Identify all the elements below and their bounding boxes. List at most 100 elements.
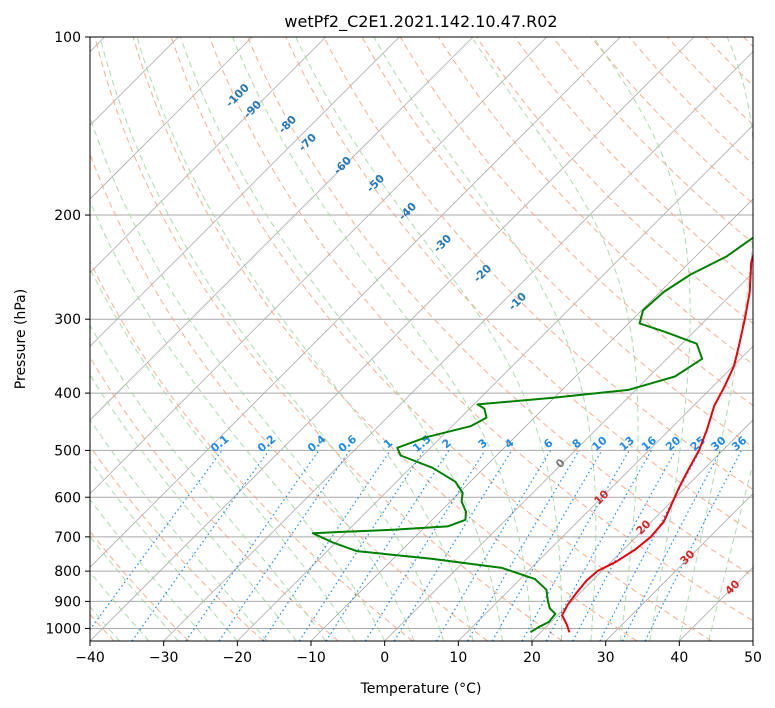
moist-adiabat: [708, 462, 753, 641]
isotherm-line: [90, 37, 400, 347]
y-tick-label: 800: [54, 564, 81, 580]
dry-adiabat-label: -10: [506, 290, 529, 313]
moist-adiabat: [100, 41, 445, 641]
x-tick-label: 0: [380, 650, 389, 666]
x-tick-label: −10: [296, 650, 326, 666]
moist-adiabat: [232, 37, 533, 641]
isotherm-line: [752, 640, 753, 641]
x-tick-label: −30: [149, 650, 179, 666]
isotherm-line: [384, 272, 753, 641]
dry-adiabat: [170, 37, 712, 641]
y-tick-label: 500: [54, 443, 81, 459]
mixing-ratio-line: [364, 450, 486, 641]
mixing-ratio-line: [599, 450, 701, 641]
dry-adiabat-label: -60: [331, 154, 354, 177]
mixing-ratio-line: [185, 450, 320, 641]
dry-adiabat: [437, 37, 753, 365]
temperature-profile-line: [561, 252, 753, 633]
dry-adiabat: [90, 152, 488, 641]
y-tick-label: 1000: [45, 621, 81, 637]
moist-adiabat: [592, 37, 691, 641]
y-tick-label: 100: [54, 30, 81, 46]
isotherm-line: [531, 419, 753, 641]
mixing-ratio-label: 0.1: [208, 432, 231, 454]
isotherm-line: [90, 37, 326, 274]
moist-adiabat: [90, 373, 297, 641]
isotherm-line: [605, 493, 753, 641]
dry-adiabat: [361, 37, 753, 448]
x-tick-label: 20: [523, 650, 541, 666]
moist-adiabat: [90, 115, 415, 641]
dry-adiabat: [399, 37, 753, 407]
isotherm-line: [90, 37, 547, 495]
dry-adiabat: [94, 37, 563, 641]
mixing-ratio-label: 0.6: [336, 432, 360, 455]
y-tick-label: 900: [54, 594, 81, 610]
dry-adiabat: [247, 37, 753, 577]
isotherm-line: [90, 37, 621, 568]
dry-adiabat: [476, 37, 753, 325]
moist-adiabat: [90, 459, 238, 641]
dry-adiabat-label: -70: [296, 131, 319, 154]
dry-adiabat-label: -50: [364, 172, 387, 195]
y-tick-label: 200: [54, 208, 81, 224]
mixing-ratio-line: [325, 450, 450, 641]
mixing-ratio-line: [218, 450, 351, 641]
isotherm-line: [163, 51, 753, 641]
moist-adiabat: [90, 498, 209, 641]
x-tick-label: −40: [75, 650, 105, 666]
dry-adiabat-label: -40: [396, 200, 419, 223]
isotherm-line: [90, 37, 253, 200]
mixing-ratio-line: [298, 450, 425, 641]
mixing-ratio-line: [393, 450, 513, 641]
x-axis-label: Temperature (°C): [360, 681, 482, 697]
isotherm-line: [458, 345, 753, 641]
dry-adiabat: [552, 37, 753, 244]
dry-adiabat: [323, 37, 753, 491]
x-tick-label: 10: [449, 650, 467, 666]
dry-adiabat: [90, 445, 264, 641]
x-tick-label: 40: [670, 650, 688, 666]
mixing-ratio-line: [262, 450, 391, 641]
isotherm-line: [90, 37, 474, 421]
mixing-ratio-line: [545, 450, 652, 641]
dry-adiabat: [590, 37, 753, 205]
moist-adiabat-label: 30: [678, 547, 698, 567]
y-tick-label: 600: [54, 490, 81, 506]
plot-frame: [89, 36, 754, 642]
mixing-ratio-label: 8: [570, 436, 584, 451]
y-tick-label: 700: [54, 530, 81, 546]
dry-adiabat: [132, 37, 638, 641]
isotherm-line: [90, 37, 695, 641]
dry-adiabat: [90, 260, 414, 641]
moist-adiabat: [90, 200, 386, 641]
y-tick-label: 300: [54, 312, 81, 328]
moist-adiabat: [471, 37, 639, 641]
x-tick-label: 30: [597, 650, 615, 666]
moist-adiabat: [373, 37, 597, 641]
y-tick-label: 400: [54, 386, 81, 402]
dry-adiabat: [743, 37, 753, 48]
moist-adiabat: [90, 535, 179, 641]
moist-adiabat: [90, 267, 356, 641]
x-tick-label: −20: [223, 650, 253, 666]
mixing-ratio-line: [131, 450, 270, 641]
dry-adiabat-label: -80: [276, 113, 299, 136]
y-axis-label: Pressure (hPa): [13, 289, 29, 389]
mixing-ratio-label: 2: [440, 436, 454, 451]
moist-adiabat: [90, 324, 327, 641]
moist-adiabat: [295, 37, 563, 641]
mixing-ratio-line: [466, 450, 580, 641]
mixing-ratio-line: [644, 450, 743, 641]
chart-title: wetPf2_C2E1.2021.142.10.47.R02: [284, 12, 557, 32]
mixing-ratio-label: 0.4: [305, 432, 329, 455]
isotherm-line: [237, 124, 753, 641]
axis-ticks: −40 −30 −20 −10 0 10 20 30 40 5010009008007006005…: [45, 30, 762, 666]
moist-adiabat: [136, 37, 474, 641]
isotherm-line: [679, 566, 753, 641]
mixing-ratio-line: [435, 450, 552, 641]
dewpoint-profile-line: [311, 236, 753, 634]
mixing-ratio-line: [572, 450, 677, 641]
dry-adiabat-label: -30: [431, 232, 454, 255]
